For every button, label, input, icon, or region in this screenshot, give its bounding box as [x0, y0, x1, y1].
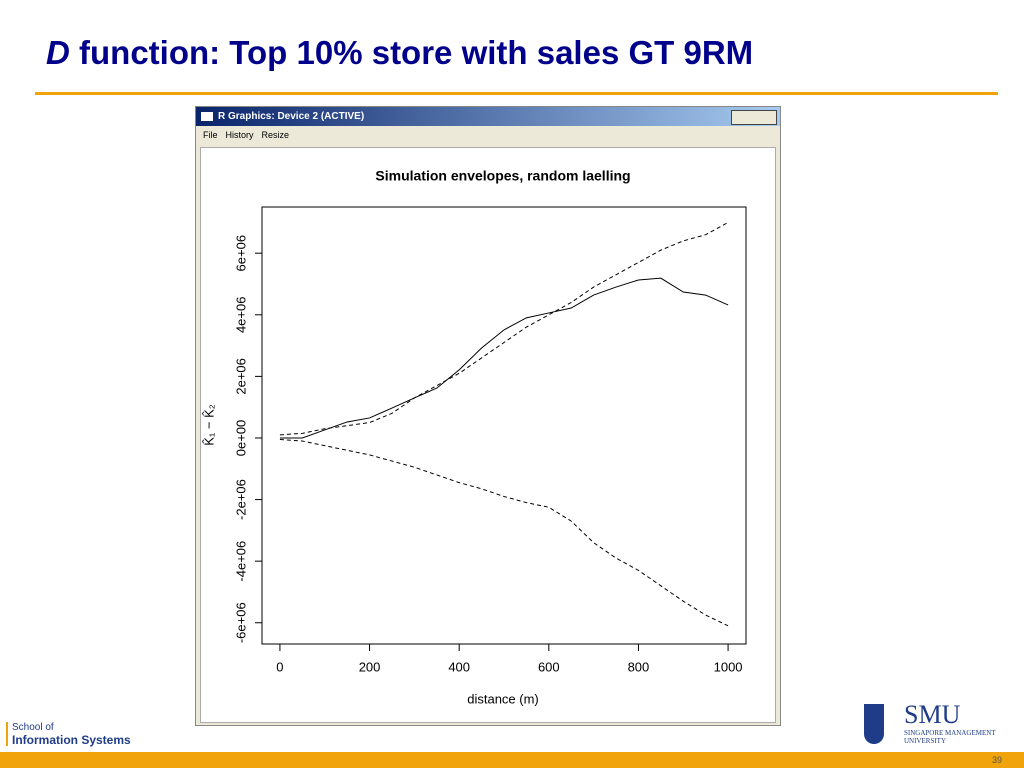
- x-tick-label: 800: [628, 659, 650, 674]
- series-line: [279, 277, 729, 439]
- smu-emblem: [864, 704, 884, 744]
- menu-item[interactable]: File: [203, 130, 218, 140]
- plot-canvas: [200, 147, 776, 723]
- chart-title: Simulation envelopes, random laelling: [375, 168, 630, 184]
- smu-logo: SMU: [904, 700, 961, 729]
- y-tick-label: 6e+06: [233, 235, 248, 272]
- y-tick-label: 4e+06: [233, 297, 248, 334]
- page-number: 39: [991, 755, 1002, 765]
- school-of: School of: [12, 722, 54, 733]
- smu-name-line: SINGAPORE MANAGEMENT: [904, 729, 996, 737]
- title-italic: D: [46, 34, 70, 71]
- smu-name-line: UNIVERSITY: [904, 737, 946, 745]
- school-logo: School of Information Systems: [6, 722, 131, 746]
- title-text: function: Top 10% store with sales GT 9R…: [69, 34, 754, 71]
- window-icon: [201, 112, 213, 121]
- window-title: R Graphics: Device 2 (ACTIVE): [218, 111, 365, 122]
- y-tick-label: 0e+00: [233, 420, 248, 457]
- footer-band: 39: [0, 752, 1024, 768]
- x-tick-label: 1000: [714, 659, 743, 674]
- series-line: [279, 221, 729, 436]
- menu-item[interactable]: History: [225, 130, 254, 140]
- y-axis-label: K̂₁ − K̂₂: [201, 404, 216, 446]
- series-line: [279, 439, 729, 627]
- y-tick-label: -4e+06: [233, 541, 248, 582]
- smu-name: SINGAPORE MANAGEMENT UNIVERSITY: [904, 729, 996, 745]
- r-window: R Graphics: Device 2 (ACTIVE) File Histor…: [195, 106, 781, 726]
- y-tick-label: -6e+06: [233, 602, 248, 643]
- y-tick-label: 2e+06: [233, 358, 248, 395]
- x-tick-label: 0: [276, 659, 283, 674]
- menu-bar: File History Resize: [196, 126, 780, 144]
- x-tick-label: 200: [359, 659, 381, 674]
- x-tick-label: 600: [538, 659, 560, 674]
- x-axis-label: distance (m): [467, 691, 539, 706]
- y-tick-label: -2e+06: [233, 479, 248, 520]
- title-rule: [35, 92, 998, 95]
- information-systems: Information Systems: [12, 733, 131, 747]
- slide-title: D function: Top 10% store with sales GT …: [46, 34, 753, 72]
- x-tick-label: 400: [448, 659, 470, 674]
- plot-box: [261, 206, 747, 645]
- window-buttons[interactable]: [731, 110, 777, 125]
- menu-item[interactable]: Resize: [261, 130, 290, 140]
- title-bar: R Graphics: Device 2 (ACTIVE): [196, 107, 780, 126]
